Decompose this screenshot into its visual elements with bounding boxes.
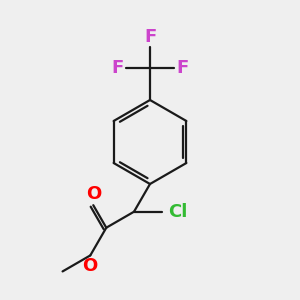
Text: Cl: Cl bbox=[168, 203, 188, 221]
Text: F: F bbox=[144, 28, 156, 46]
Text: O: O bbox=[86, 185, 101, 203]
Text: F: F bbox=[176, 59, 188, 77]
Text: O: O bbox=[82, 257, 97, 275]
Text: F: F bbox=[112, 59, 124, 77]
